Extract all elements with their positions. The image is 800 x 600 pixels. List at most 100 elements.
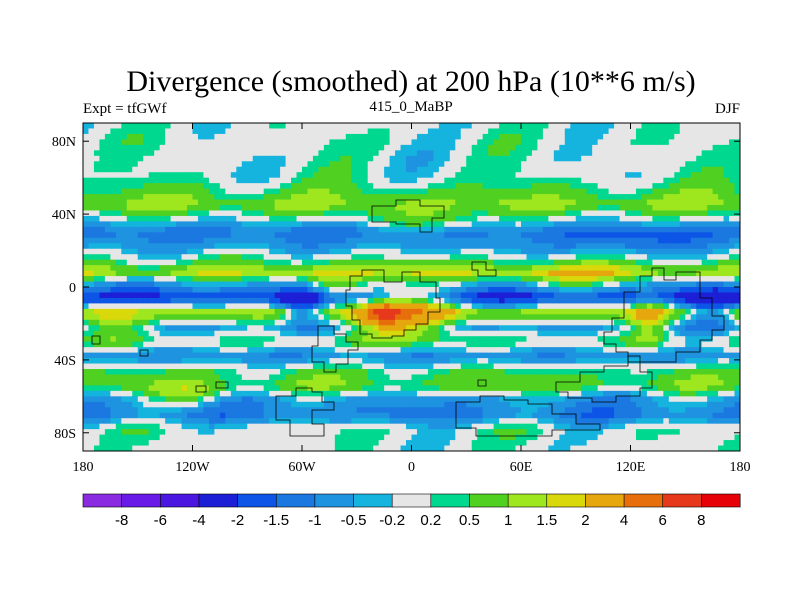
field-cell [88, 363, 95, 370]
field-cell [422, 270, 429, 277]
field-cell [378, 314, 385, 321]
field-cell [329, 205, 336, 211]
field-cell [356, 177, 363, 184]
field-cell [83, 341, 89, 348]
field-cell [427, 226, 434, 233]
field-cell [126, 243, 133, 250]
field-cell [208, 166, 215, 173]
field-cell [433, 248, 440, 255]
field-cell [422, 336, 429, 343]
field-cell [444, 336, 451, 343]
field-cell [104, 172, 111, 179]
field-cell [121, 379, 128, 386]
field-cell [148, 407, 155, 414]
field-cell [416, 259, 423, 266]
field-cell [247, 418, 254, 425]
field-cell [329, 276, 336, 282]
field-cell [526, 423, 533, 430]
field-cell [263, 210, 270, 217]
field-cell [307, 314, 314, 321]
field-cell [400, 248, 407, 255]
field-cell [197, 265, 204, 271]
field-cell [504, 292, 511, 299]
field-cell [132, 123, 139, 129]
field-cell [143, 281, 150, 288]
field-cell [531, 396, 538, 403]
field-cell [504, 210, 511, 217]
field-cell [373, 232, 380, 239]
field-cell [176, 281, 182, 288]
field-cell [115, 314, 122, 321]
field-cell [137, 308, 144, 315]
field-cell [214, 243, 221, 250]
field-cell [214, 172, 221, 179]
field-cell [291, 210, 297, 217]
field-cell [110, 161, 117, 168]
field-cell [411, 292, 418, 299]
field-cell [460, 379, 467, 386]
field-cell [137, 265, 144, 271]
field-cell [521, 226, 527, 233]
field-cell [427, 341, 434, 348]
field-cell [159, 232, 166, 239]
field-cell [110, 166, 117, 173]
field-cell [373, 144, 380, 151]
field-cell [126, 133, 133, 140]
field-cell [427, 347, 434, 353]
field-cell [493, 177, 500, 184]
field-cell [444, 434, 451, 441]
field-cell [340, 254, 347, 261]
field-cell [225, 128, 232, 135]
field-cell [356, 172, 363, 179]
field-cell [345, 379, 352, 386]
field-cell [515, 385, 522, 392]
field-cell [433, 341, 440, 348]
field-cell [154, 330, 161, 337]
field-cell [263, 379, 270, 386]
field-cell [488, 281, 495, 288]
field-cell [93, 177, 100, 184]
field-cell [143, 374, 150, 381]
field-cell [477, 254, 484, 261]
field-cell [521, 221, 527, 228]
field-cell [302, 336, 308, 343]
field-cell [132, 303, 139, 310]
field-cell [510, 188, 516, 195]
field-cell [203, 303, 210, 310]
field-cell [433, 352, 440, 359]
field-cell [165, 341, 171, 348]
field-cell [433, 254, 440, 261]
field-cell [504, 161, 511, 168]
field-cell [83, 139, 89, 146]
field-cell [482, 385, 489, 392]
field-cell [214, 445, 221, 451]
field-cell [307, 396, 314, 403]
field-cell [121, 396, 128, 403]
field-cell [302, 308, 308, 315]
field-cell [433, 434, 440, 441]
field-cell [444, 177, 451, 184]
field-cell [345, 161, 352, 168]
field-cell [137, 303, 144, 310]
field-cell [411, 133, 418, 140]
field-cell [422, 226, 429, 233]
field-cell [176, 194, 182, 200]
field-cell [455, 445, 462, 451]
field-cell [154, 363, 161, 370]
field-cell [110, 281, 117, 288]
field-cell [115, 188, 122, 195]
field-cell [263, 445, 270, 451]
field-cell [531, 166, 538, 173]
field-cell [148, 363, 155, 370]
field-cell [438, 407, 445, 414]
field-cell [312, 352, 319, 359]
field-cell [482, 292, 489, 299]
field-cell [225, 418, 232, 425]
field-cell [280, 254, 286, 261]
field-cell [526, 358, 533, 364]
field-cell [148, 276, 155, 282]
field-cell [104, 177, 111, 184]
field-cell [263, 183, 270, 189]
field-cell [340, 183, 347, 189]
field-cell [269, 385, 276, 392]
